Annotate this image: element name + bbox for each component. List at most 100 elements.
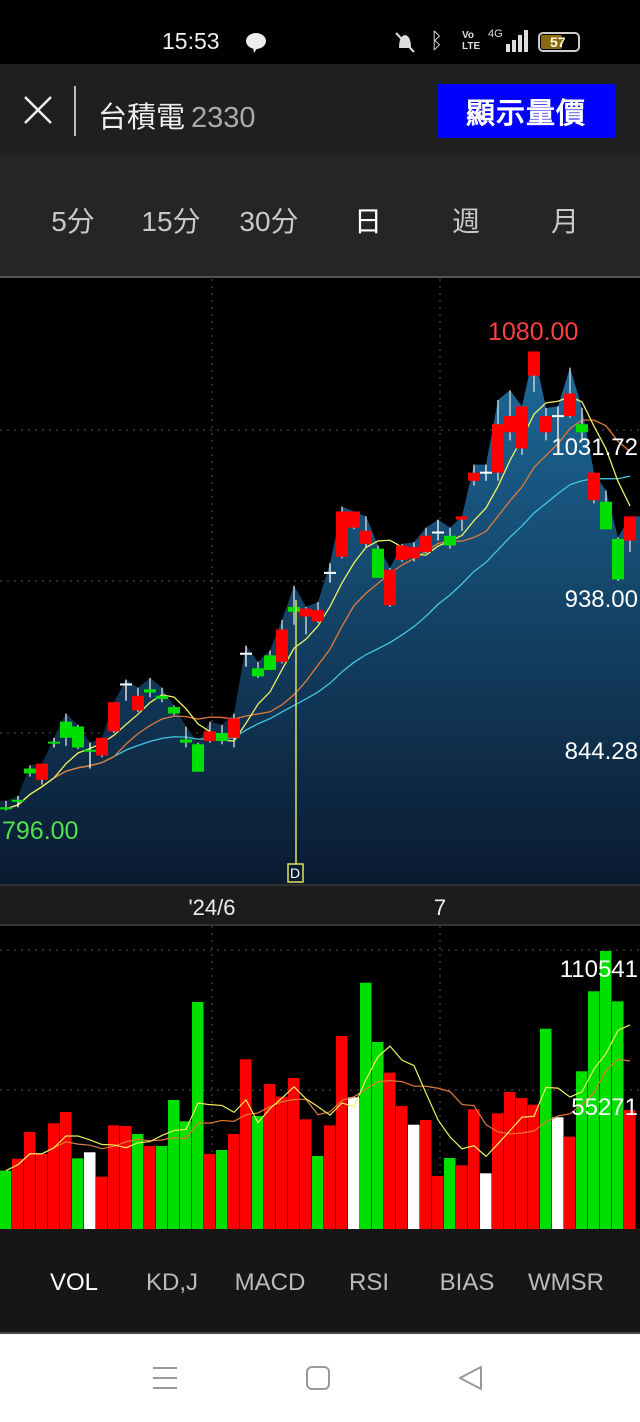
candle <box>228 713 240 748</box>
candle <box>540 408 552 441</box>
tab-day[interactable]: 日 <box>353 206 383 237</box>
candle-body <box>456 516 468 520</box>
candle <box>420 527 432 554</box>
volume-bar <box>12 1158 24 1229</box>
candle-body <box>564 393 576 417</box>
stock-name: 台積電 <box>98 102 186 134</box>
volume-bar <box>360 982 372 1229</box>
show-volume-price-button[interactable]: 顯示量價 <box>437 84 615 138</box>
volume-bar <box>456 1165 468 1229</box>
candle <box>528 351 540 392</box>
candle-body <box>0 807 12 810</box>
tab-30min[interactable]: 30分 <box>239 206 299 237</box>
volume-bar <box>540 1028 552 1229</box>
volume-bar <box>0 1170 12 1229</box>
volume-bar <box>600 950 612 1229</box>
candle-body <box>492 424 504 473</box>
candle <box>564 367 576 418</box>
candle-body <box>264 655 276 670</box>
tab-wmsr[interactable]: WMSR <box>528 1269 604 1296</box>
tab-rsi[interactable]: RSI <box>348 1269 390 1296</box>
candle-body <box>288 606 300 612</box>
tab-month[interactable]: 月 <box>550 206 580 237</box>
volume-bar <box>108 1125 120 1229</box>
volume-bar <box>516 1097 528 1229</box>
close-icon[interactable] <box>22 94 54 126</box>
candle <box>612 537 624 581</box>
chat-bubble-icon <box>246 33 266 53</box>
candle-body <box>252 668 264 677</box>
battery-icon: 57 <box>538 32 580 52</box>
candle-body <box>108 702 120 732</box>
candle <box>396 543 408 562</box>
volume-max-label: 110541 <box>559 956 638 983</box>
volume-bar <box>288 1077 300 1229</box>
candle-body <box>180 739 192 743</box>
candle <box>600 490 612 530</box>
candle <box>444 527 456 549</box>
candle-body <box>444 535 456 546</box>
candle <box>24 765 36 777</box>
volume-bar <box>552 1117 564 1229</box>
tab-vol[interactable]: VOL <box>49 1269 99 1296</box>
candle <box>492 399 504 481</box>
volume-bars <box>0 950 636 1229</box>
candle-body <box>12 799 24 802</box>
candle <box>432 519 444 541</box>
tab-kdj[interactable]: KD,J <box>145 1269 199 1296</box>
candle <box>216 724 228 745</box>
candle <box>516 406 528 455</box>
mute-icon <box>395 32 415 53</box>
volume-bar <box>468 1109 480 1229</box>
volume-bar <box>588 991 600 1229</box>
candle-body <box>168 707 180 714</box>
candlestick-chart[interactable] <box>0 0 640 1229</box>
candle-body <box>540 416 552 433</box>
candle-body <box>300 608 312 617</box>
candle <box>132 687 144 712</box>
recent-apps-icon[interactable] <box>152 1366 178 1390</box>
x-tick-label: 7 <box>433 895 447 920</box>
tab-15min[interactable]: 15分 <box>141 206 201 237</box>
volume-bar <box>120 1126 132 1229</box>
candle <box>288 585 300 625</box>
candle-body <box>36 763 48 780</box>
tab-macd[interactable]: MACD <box>234 1269 306 1296</box>
candle-body <box>72 726 84 748</box>
candle <box>576 408 588 441</box>
volume-bar <box>36 1154 48 1229</box>
volume-bar <box>240 1059 252 1229</box>
volume-bar <box>312 1156 324 1229</box>
home-icon[interactable] <box>305 1365 331 1391</box>
x-tick-label: '24/6 <box>188 895 236 920</box>
volume-bar <box>156 1146 168 1229</box>
volume-bar <box>408 1124 420 1229</box>
candle-body <box>348 511 360 528</box>
indicator-tabs: VOL KD,J MACD RSI BIAS WMSR <box>0 1229 640 1334</box>
volume-ma5-line <box>5 1024 631 1172</box>
tab-bias[interactable]: BIAS <box>439 1269 495 1296</box>
candle <box>348 511 360 530</box>
candle-body <box>588 472 600 501</box>
volume-bar <box>444 1157 456 1229</box>
volume-bar <box>168 1100 180 1229</box>
candle-body <box>84 749 96 752</box>
volte-icon: Vo LTE <box>462 30 481 52</box>
volume-bar <box>492 1113 504 1229</box>
tab-5min[interactable]: 5分 <box>51 206 95 237</box>
tab-week[interactable]: 週 <box>451 206 481 237</box>
candle-body <box>528 351 540 376</box>
candle-body <box>480 471 492 474</box>
status-time: 15:53 <box>162 28 220 54</box>
candle <box>48 737 60 748</box>
candle <box>588 472 600 504</box>
back-icon[interactable] <box>457 1365 483 1391</box>
candle <box>72 724 84 750</box>
candle-body <box>396 545 408 560</box>
grid-price-label: 1031.72 <box>551 434 638 461</box>
candle <box>60 713 72 746</box>
volume-bar <box>204 1154 216 1229</box>
volume-bar <box>24 1131 36 1229</box>
candle-body <box>420 535 432 552</box>
header: 台積電 2330 顯示量價 <box>0 64 640 156</box>
